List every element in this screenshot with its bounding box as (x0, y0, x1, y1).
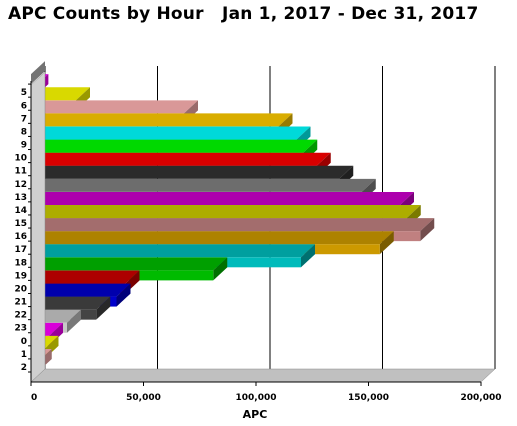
x-tick-label: 100,000 (236, 393, 277, 403)
y-tick-label: 0 (21, 337, 27, 347)
bar-side (67, 309, 81, 333)
y-tick-label: 19 (14, 271, 27, 281)
axes (30, 71, 481, 383)
x-tick-label: 200,000 (461, 393, 502, 403)
y-tick-label: 9 (21, 141, 27, 151)
x-tick-label: 0 (31, 393, 37, 403)
x-tick-label: 150,000 (348, 393, 389, 403)
y-tick-label: 23 (14, 324, 27, 334)
bar-top (31, 257, 228, 271)
y-tick-label: 16 (14, 232, 27, 242)
bar-top (31, 126, 311, 140)
y-tick-label: 14 (14, 206, 27, 216)
y-tick-label: 20 (14, 284, 27, 294)
bar-side (379, 231, 394, 255)
y-tick-label: 17 (14, 245, 27, 255)
bar-top (31, 296, 111, 310)
bar-top (31, 231, 394, 245)
y-tick-label: 18 (14, 258, 27, 268)
y-tick-label: 2 (21, 363, 27, 373)
bar-top (31, 218, 435, 232)
y-tick-label: 13 (14, 193, 27, 203)
bar-top (31, 178, 376, 192)
y-tick-label: 12 (14, 180, 27, 190)
y-tick-label: 10 (14, 154, 27, 164)
bar-top (31, 205, 421, 219)
bar-top (31, 244, 315, 258)
bar-top (31, 139, 318, 153)
bar-side (96, 296, 111, 320)
bar-top (31, 165, 354, 179)
bar-top (31, 152, 331, 166)
bar-side (31, 61, 45, 85)
bar-top (31, 113, 293, 127)
bar-top (31, 283, 131, 297)
bar-side (116, 283, 131, 307)
x-axis-title: APC (243, 408, 268, 421)
y-tick-label: 6 (21, 101, 27, 111)
bar-side (213, 257, 228, 281)
y-tick-label: 5 (21, 88, 27, 98)
bar-side (420, 218, 435, 242)
bar-top (31, 270, 140, 284)
bars (31, 61, 435, 372)
y-tick-label: 8 (21, 127, 27, 137)
bar-top (31, 87, 90, 101)
chart-floor (30, 368, 496, 383)
left-wall (30, 71, 46, 383)
bar-blank (31, 61, 45, 85)
bar-side (301, 244, 315, 268)
y-tick-label: 1 (21, 350, 27, 360)
bar-top (31, 191, 414, 205)
y-tick-label: 15 (14, 219, 27, 229)
y-tick-label: 7 (21, 114, 27, 124)
x-tick-label: 50,000 (126, 393, 161, 403)
bar-top (31, 100, 198, 114)
y-tick-label: 22 (14, 311, 27, 321)
y-tick-label: 21 (14, 298, 27, 308)
chart-title: APC Counts by Hour Jan 1, 2017 - Dec 31,… (8, 4, 479, 24)
y-tick-label: 11 (14, 167, 27, 177)
